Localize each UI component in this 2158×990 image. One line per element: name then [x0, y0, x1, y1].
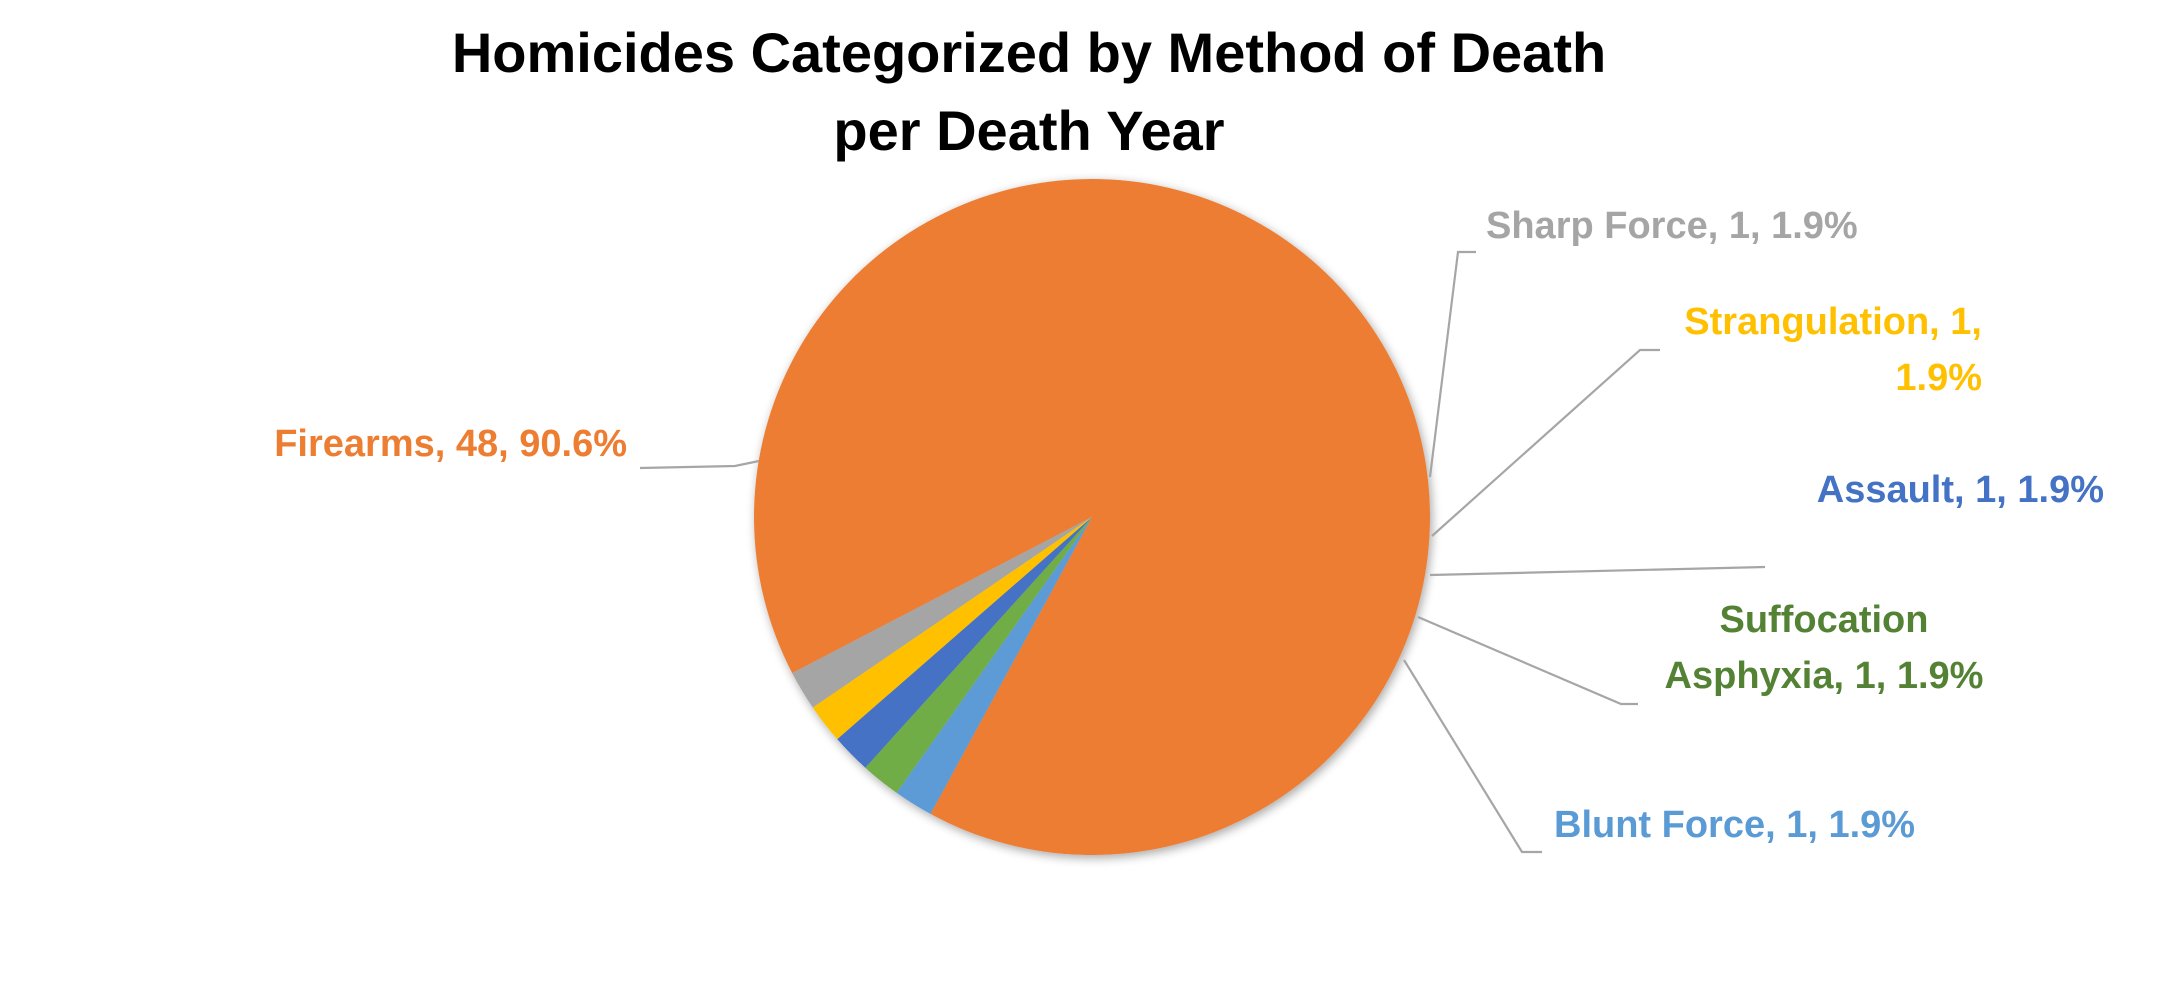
data-label-strangulation: Strangulation, 1, 1.9%: [1684, 301, 1982, 399]
leader-line-sharp-force: [1428, 250, 1476, 478]
leader-line-blunt-force: [1403, 659, 1542, 854]
pie-slice-firearms: [753, 178, 1430, 855]
data-label-line: Strangulation, 1,: [1684, 301, 1982, 343]
leader-line-strangulation: [1431, 348, 1660, 537]
data-label-sharp-force: Sharp Force, 1, 1.9%: [1486, 205, 1858, 247]
pie-slices: [753, 178, 1430, 855]
data-label-line: Firearms, 48, 90.6%: [274, 423, 627, 465]
data-label-firearms: Firearms, 48, 90.6%: [274, 423, 627, 465]
data-label-line: 1.9%: [1895, 357, 1982, 399]
chart-title: Homicides Categorized by Method of Death…: [0, 14, 2058, 170]
pie-slice-assault: [837, 517, 1092, 768]
pie-slice-sharp-force: [792, 517, 1092, 708]
pie-slice-blunt-force: [896, 517, 1092, 814]
chart-title-line-2: per Death Year: [833, 99, 1225, 162]
pie-slice-suffocation-asphyxia: [865, 517, 1092, 793]
data-label-line: Assault, 1, 1.9%: [1817, 469, 2104, 511]
data-label-line: Suffocation: [1720, 599, 1929, 641]
pie-slice-strangulation: [812, 517, 1092, 740]
data-label-line: Asphyxia, 1, 1.9%: [1665, 655, 1984, 697]
leader-lines: [639, 250, 1766, 854]
data-labels: Firearms, 48, 90.6% Blunt Force, 1, 1.9% S…: [274, 205, 2104, 846]
chart-title-line-1: Homicides Categorized by Method of Death: [451, 21, 1607, 84]
data-label-line: Sharp Force, 1, 1.9%: [1486, 205, 1858, 247]
data-label-assault: Assault, 1, 1.9%: [1817, 469, 2104, 511]
data-label-blunt-force: Blunt Force, 1, 1.9%: [1554, 804, 1915, 846]
leader-line-firearms: [639, 459, 760, 470]
data-label-suffocation-asphyxia: Suffocation Asphyxia, 1, 1.9%: [1665, 599, 1984, 697]
leader-line-suffocation-asphyxia: [1417, 615, 1638, 706]
leader-line-assault: [1429, 565, 1766, 577]
data-label-line: Blunt Force, 1, 1.9%: [1554, 804, 1915, 846]
